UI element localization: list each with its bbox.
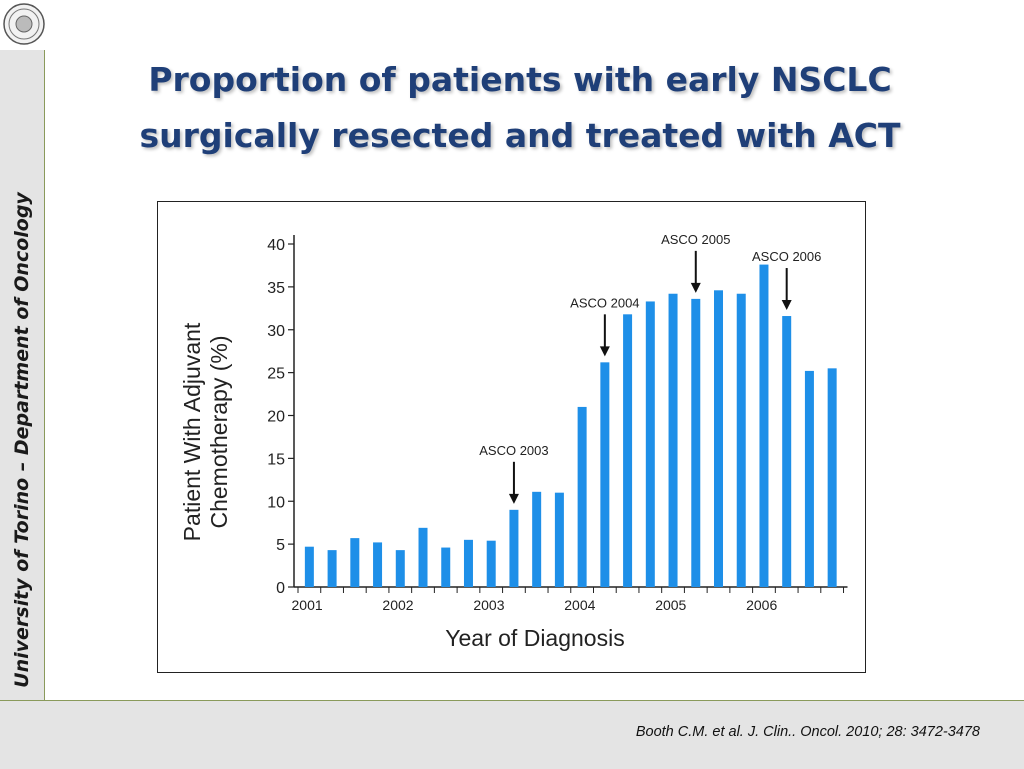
bar [645, 301, 655, 587]
x-tick-label: 2006 [746, 597, 777, 613]
annotation-label: ASCO 2003 [479, 443, 548, 458]
bar [395, 550, 405, 587]
sidebar: University of Torino – Department of Onc… [0, 50, 45, 700]
annotation-arrow-head [599, 346, 610, 357]
university-seal-icon [2, 2, 46, 46]
x-axis-label: Year of Diagnosis [445, 625, 624, 651]
y-tick-label: 15 [267, 451, 285, 468]
y-tick-label: 25 [267, 366, 285, 383]
bar [827, 368, 837, 587]
y-tick-label: 0 [276, 580, 285, 597]
bar [486, 540, 496, 587]
bar [441, 547, 451, 587]
bar [623, 314, 633, 587]
bar [373, 542, 383, 587]
y-axis-label: Patient With Adjuvant Chemotherapy (%) [179, 322, 232, 541]
sidebar-affiliation-text: University of Torino – Department of Onc… [11, 192, 33, 688]
bar [554, 492, 564, 587]
y-axis-label-line-1: Patient With Adjuvant [179, 322, 205, 541]
bar [463, 539, 473, 587]
annotation-label: ASCO 2004 [570, 295, 639, 310]
bar [782, 316, 792, 587]
citation-text: Booth C.M. et al. J. Clin.. Oncol. 2010;… [635, 724, 980, 740]
x-tick-label: 2003 [473, 597, 504, 613]
slide-title: Proportion of patients with early NSCLC … [110, 52, 930, 164]
y-tick-label: 5 [276, 537, 285, 554]
annotation-label: ASCO 2005 [661, 232, 730, 247]
annotation: ASCO 2003 [479, 443, 549, 504]
bar [509, 509, 519, 587]
bar [304, 546, 314, 587]
bar [691, 298, 701, 587]
bar [736, 293, 746, 587]
y-tick-label: 20 [267, 409, 285, 426]
y-tick-label: 40 [267, 237, 285, 254]
y-tick-label: 10 [267, 494, 285, 511]
x-tick-label: 2004 [564, 597, 595, 613]
y-tick-label: 30 [267, 323, 285, 340]
slide-title-line-1: Proportion of patients with early NSCLC [148, 60, 892, 99]
bar [532, 491, 542, 587]
annotation: ASCO 2004 [570, 295, 640, 357]
bar [418, 527, 428, 587]
footer: Booth C.M. et al. J. Clin.. Oncol. 2010;… [0, 700, 1024, 769]
annotation: ASCO 2006 [752, 249, 821, 311]
annotation-arrow-head [781, 300, 792, 311]
y-axis-label-line-2: Chemotherapy (%) [206, 335, 232, 528]
bar [804, 370, 814, 587]
bar [350, 538, 360, 587]
bar [759, 264, 769, 587]
annotation-label: ASCO 2006 [752, 249, 821, 264]
bar [714, 290, 724, 587]
annotation-arrow-head [508, 493, 519, 504]
bar [327, 550, 337, 587]
chart-frame: Patient With Adjuvant Chemotherapy (%) Y… [157, 201, 866, 673]
bar-chart: Patient With Adjuvant Chemotherapy (%) Y… [179, 232, 848, 651]
bar [577, 406, 587, 587]
x-tick-label: 2001 [292, 597, 323, 613]
x-tick-label: 2002 [382, 597, 413, 613]
x-tick-label: 2005 [655, 597, 686, 613]
annotation-arrow-head [690, 282, 701, 293]
y-tick-label: 35 [267, 280, 285, 297]
bar [668, 293, 678, 587]
slide-title-line-2: surgically resected and treated with ACT [139, 116, 901, 155]
bar [600, 362, 610, 587]
annotation: ASCO 2005 [661, 232, 730, 293]
